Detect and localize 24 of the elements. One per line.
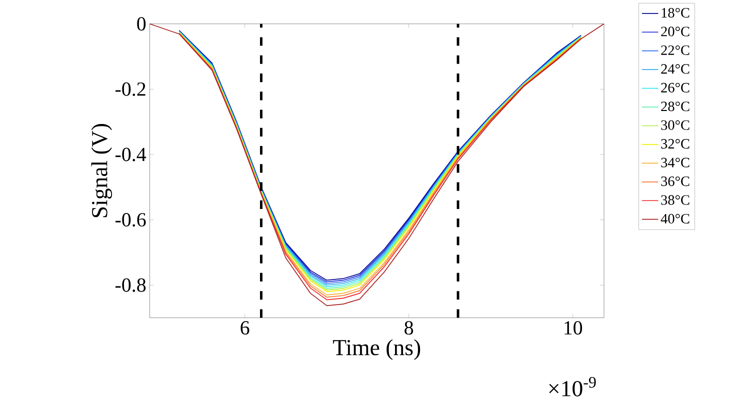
x-tick-label: 10 bbox=[564, 321, 582, 335]
y-tick-label: -0.6 bbox=[115, 213, 146, 227]
legend-label: 32°C bbox=[661, 139, 690, 149]
legend-label: 36°C bbox=[661, 176, 690, 186]
line-series bbox=[149, 23, 604, 306]
y-tick-label: -0.4 bbox=[115, 148, 146, 162]
legend-label: 20°C bbox=[661, 26, 690, 36]
legend-label: 38°C bbox=[661, 195, 690, 205]
legend-label: 18°C bbox=[662, 8, 690, 18]
legend-label: 24°C bbox=[661, 64, 690, 74]
legend-label: 28°C bbox=[661, 102, 690, 112]
y-tick-label: -0.2 bbox=[115, 82, 146, 96]
y-tick-label: 0 bbox=[137, 17, 146, 31]
legend-label: 40°C bbox=[660, 214, 690, 224]
text: ×10$^{-9}$ bbox=[549, 377, 596, 396]
x-tick-label: 6 bbox=[240, 321, 250, 335]
y-axis-title: Signal (V) bbox=[91, 124, 112, 218]
legend-label: 30°C bbox=[661, 120, 690, 130]
legend-label: 34°C bbox=[661, 158, 690, 168]
x-tick-label: 8 bbox=[404, 321, 414, 335]
legend-label: 22°C bbox=[661, 45, 690, 56]
x-axis-title: Time (ns) bbox=[332, 339, 420, 360]
legend-label: 26°C bbox=[661, 82, 690, 92]
y-tick-label: -0.8 bbox=[115, 278, 146, 292]
